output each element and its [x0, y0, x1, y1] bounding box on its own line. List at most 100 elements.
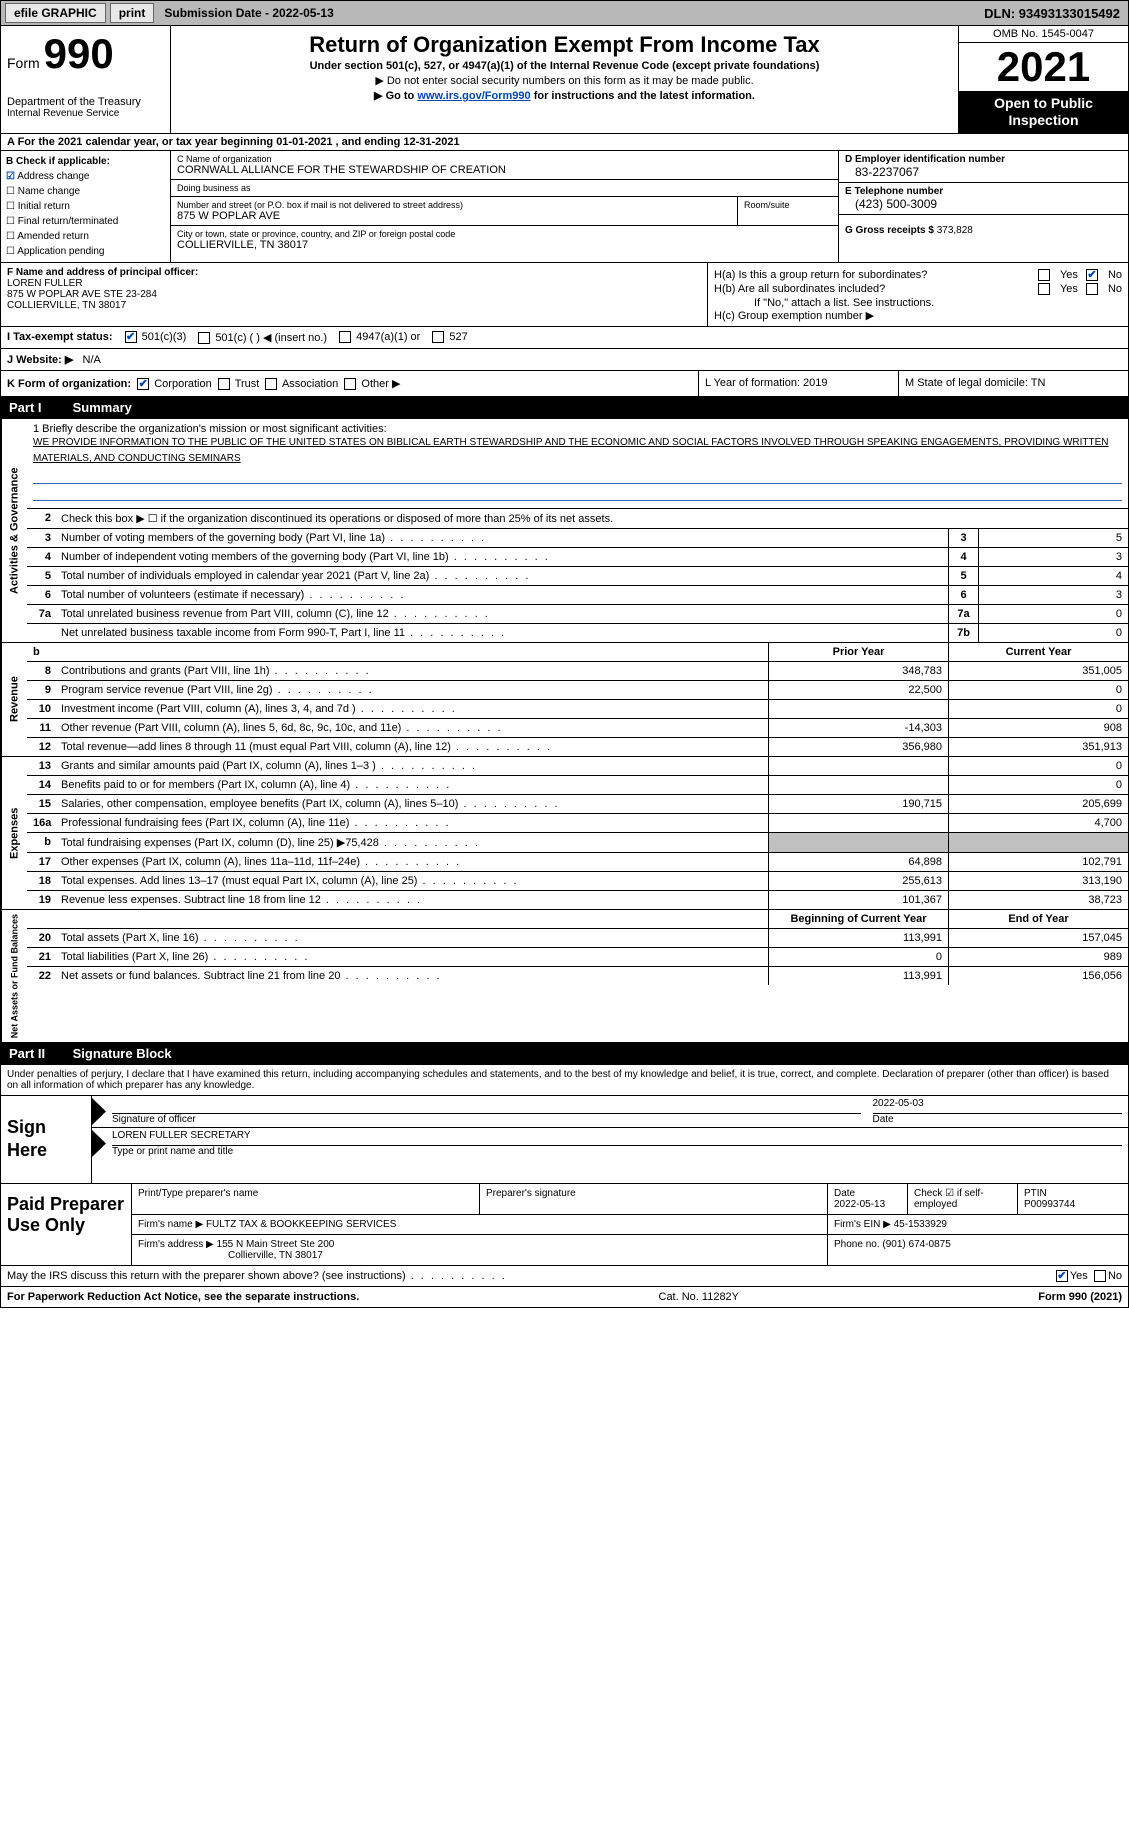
vtab-revenue: Revenue — [1, 643, 27, 756]
submission-date: Submission Date - 2022-05-13 — [158, 6, 339, 20]
form-header: Form 990 Department of the Treasury Inte… — [0, 26, 1129, 134]
penalties-text: Under penalties of perjury, I declare th… — [0, 1065, 1129, 1096]
opt-527[interactable]: 527 — [432, 331, 467, 343]
website-lbl: J Website: ▶ — [7, 354, 73, 366]
col-c-org: C Name of organization CORNWALL ALLIANCE… — [171, 151, 838, 262]
revenue-section: Revenue b Prior Year Current Year 8Contr… — [0, 643, 1129, 757]
discuss-yes[interactable]: ✔Yes — [1056, 1270, 1088, 1282]
officer-name: LOREN FULLER — [7, 278, 701, 289]
gov-line: 3Number of voting members of the governi… — [27, 529, 1128, 548]
officer-name-lbl: Type or print name and title — [112, 1146, 1122, 1157]
preparer-date: 2022-05-13 — [834, 1199, 885, 1210]
opt-4947[interactable]: 4947(a)(1) or — [339, 331, 420, 343]
form-label: Form — [7, 55, 40, 71]
addr-lbl: Number and street (or P.O. box if mail i… — [177, 200, 731, 210]
chk-address[interactable]: ☑ Address change — [6, 169, 165, 184]
firm-phone-lbl: Phone no. — [834, 1239, 880, 1250]
summary-line: 17Other expenses (Part IX, column (A), l… — [27, 853, 1128, 872]
dln: DLN: 93493133015492 — [984, 6, 1124, 21]
chk-pending[interactable]: ☐ Application pending — [6, 244, 165, 259]
opt-501c[interactable]: 501(c) ( ) ◀ (insert no.) — [198, 331, 327, 344]
org-name-lbl: C Name of organization — [177, 154, 832, 164]
summary-line: 9Program service revenue (Part VIII, lin… — [27, 681, 1128, 700]
summary-line: 14Benefits paid to or for members (Part … — [27, 776, 1128, 795]
room-lbl: Room/suite — [744, 200, 832, 210]
cat-no: Cat. No. 11282Y — [359, 1291, 1038, 1303]
vtab-governance: Activities & Governance — [1, 419, 27, 642]
header-mid: Return of Organization Exempt From Incom… — [171, 26, 958, 133]
opt-trust[interactable]: Trust — [235, 378, 260, 390]
firm-ein-lbl: Firm's EIN ▶ — [834, 1219, 891, 1230]
current-year-head: Current Year — [948, 643, 1128, 661]
sign-here-label: Sign Here — [1, 1096, 91, 1183]
print-btn[interactable]: print — [110, 3, 155, 23]
summary-line: 11Other revenue (Part VIII, column (A), … — [27, 719, 1128, 738]
opt-assoc[interactable]: Association — [282, 378, 338, 390]
firm-phone: (901) 674-0875 — [882, 1239, 950, 1250]
state-domicile: M State of legal domicile: TN — [898, 371, 1128, 396]
gov-line: 6Total number of volunteers (estimate if… — [27, 586, 1128, 605]
firm-addr-lbl: Firm's address ▶ — [138, 1239, 214, 1250]
discuss-no[interactable]: No — [1094, 1270, 1122, 1282]
col-b-checkboxes: B Check if applicable: ☑ Address change … — [1, 151, 171, 262]
discuss-q: May the IRS discuss this return with the… — [7, 1270, 1056, 1282]
header-left: Form 990 Department of the Treasury Inte… — [1, 26, 171, 133]
chk-amended[interactable]: ☐ Amended return — [6, 229, 165, 244]
part-2-header: Part II Signature Block — [0, 1043, 1129, 1065]
h-note: If "No," attach a list. See instructions… — [714, 297, 1122, 309]
summary-line: 10Investment income (Part VIII, column (… — [27, 700, 1128, 719]
summary-line: 16aProfessional fundraising fees (Part I… — [27, 814, 1128, 833]
end-year-head: End of Year — [948, 910, 1128, 928]
irs-link[interactable]: www.irs.gov/Form990 — [417, 90, 530, 102]
net-head: Beginning of Current Year End of Year — [27, 910, 1128, 929]
efile-btn[interactable]: efile GRAPHIC — [5, 3, 106, 23]
ptin-lbl: PTIN — [1024, 1188, 1047, 1199]
sign-date: 2022-05-03 — [873, 1098, 1123, 1114]
dept-treasury: Department of the Treasury — [7, 96, 164, 108]
form-sub1: Under section 501(c), 527, or 4947(a)(1)… — [179, 60, 950, 72]
summary-line: 8Contributions and grants (Part VIII, li… — [27, 662, 1128, 681]
omb-number: OMB No. 1545-0047 — [959, 26, 1128, 43]
preparer-name-lbl: Print/Type preparer's name — [138, 1188, 473, 1199]
gov-line: 4Number of independent voting members of… — [27, 548, 1128, 567]
paid-preparer-label: Paid Preparer Use Only — [1, 1184, 131, 1265]
row-j-website: J Website: ▶ N/A — [0, 349, 1129, 371]
row-i-status: I Tax-exempt status: ✔ 501(c)(3) 501(c) … — [0, 327, 1129, 349]
paid-preparer-block: Paid Preparer Use Only Print/Type prepar… — [0, 1184, 1129, 1266]
sign-date-lbl: Date — [873, 1114, 1123, 1125]
chk-final[interactable]: ☐ Final return/terminated — [6, 214, 165, 229]
form-sub3: ▶ Go to www.irs.gov/Form990 for instruct… — [179, 89, 950, 102]
topbar: efile GRAPHIC print Submission Date - 20… — [0, 0, 1129, 26]
open-to-public: Open to Public Inspection — [959, 91, 1128, 133]
officer-addr2: COLLIERVILLE, TN 38017 — [7, 300, 701, 311]
ptin: P00993744 — [1024, 1199, 1075, 1210]
h-b: H(b) Are all subordinates included? Yes … — [714, 283, 1122, 295]
city-state-zip: COLLIERVILLE, TN 38017 — [177, 239, 832, 251]
vtab-netassets: Net Assets or Fund Balances — [1, 910, 27, 1042]
firm-name: FULTZ TAX & BOOKKEEPING SERVICES — [206, 1219, 396, 1230]
telephone: (423) 500-3009 — [845, 197, 1122, 211]
tax-status-lbl: I Tax-exempt status: — [7, 331, 113, 343]
mission: 1 Briefly describe the organization's mi… — [27, 419, 1128, 509]
chk-initial[interactable]: ☐ Initial return — [6, 199, 165, 214]
sign-block: Sign Here Signature of officer 2022-05-0… — [0, 1096, 1129, 1184]
officer-lbl: F Name and address of principal officer: — [7, 267, 701, 278]
opt-other[interactable]: Other ▶ — [361, 378, 400, 390]
opt-501c3[interactable]: ✔ 501(c)(3) — [125, 331, 187, 343]
discuss-row: May the IRS discuss this return with the… — [0, 1266, 1129, 1287]
summary-line: bTotal fundraising expenses (Part IX, co… — [27, 833, 1128, 853]
vtab-expenses: Expenses — [1, 757, 27, 909]
preparer-self-employed[interactable]: Check ☑ if self-employed — [908, 1184, 1018, 1214]
gross-receipts: 373,828 — [937, 225, 973, 236]
firm-name-lbl: Firm's name ▶ — [138, 1219, 203, 1230]
org-name: CORNWALL ALLIANCE FOR THE STEWARDSHIP OF… — [177, 164, 832, 176]
governance-section: Activities & Governance 1 Briefly descri… — [0, 419, 1129, 643]
summary-line: 12Total revenue—add lines 8 through 11 (… — [27, 738, 1128, 756]
summary-line: 21Total liabilities (Part X, line 26)098… — [27, 948, 1128, 967]
h-a: H(a) Is this a group return for subordin… — [714, 269, 1122, 281]
row-a-period: A For the 2021 calendar year, or tax yea… — [0, 134, 1129, 151]
opt-corp[interactable]: Corporation — [154, 378, 211, 390]
chk-name[interactable]: ☐ Name change — [6, 184, 165, 199]
form-sub2: ▶ Do not enter social security numbers o… — [179, 74, 950, 87]
summary-line: 19Revenue less expenses. Subtract line 1… — [27, 891, 1128, 909]
